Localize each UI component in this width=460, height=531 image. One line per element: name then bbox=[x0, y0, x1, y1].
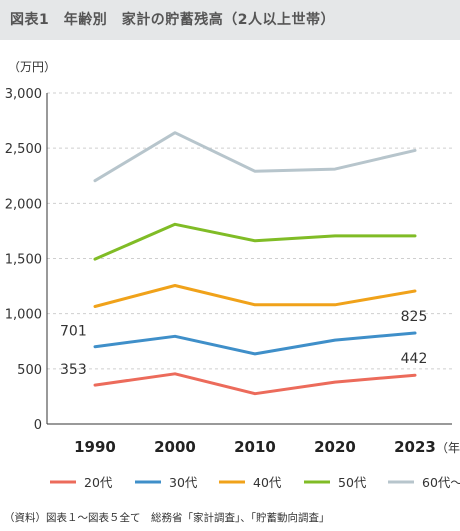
x-tick-label: 2020 bbox=[314, 438, 356, 456]
x-tick-label: 1990 bbox=[74, 438, 116, 456]
x-unit-label: （年） bbox=[436, 441, 460, 455]
series-line bbox=[93, 284, 417, 308]
y-unit-label: （万円） bbox=[8, 60, 57, 74]
chart-title: 図表1 年齢別 家計の貯蓄残高（2人以上世帯） bbox=[10, 12, 335, 28]
y-tick-label: 2,500 bbox=[5, 142, 42, 157]
x-tick-label: 2000 bbox=[154, 438, 196, 456]
y-tick-label: 1,000 bbox=[5, 308, 42, 323]
line-chart: 0 500 1,000 1,500 2,000 2,500 3,000 1990 2000 201… bbox=[5, 87, 460, 490]
x-tick-label: 2023 bbox=[394, 438, 436, 456]
legend-label: 30代 bbox=[169, 475, 198, 490]
y-tick-label: 1,500 bbox=[5, 253, 42, 268]
legend-label: 20代 bbox=[84, 475, 113, 490]
data-label: 442 bbox=[401, 351, 428, 367]
x-tick-label: 2010 bbox=[234, 438, 276, 456]
series-line bbox=[93, 131, 417, 183]
legend-label: 60代～ bbox=[422, 475, 460, 490]
y-tick-label: 3,000 bbox=[5, 87, 42, 102]
source-note: （資料）図表１～図表５全て 総務省「家計調査」、「貯蓄動向調査」 bbox=[4, 512, 330, 524]
series-line bbox=[93, 372, 417, 396]
title-bar: 図表1 年齢別 家計の貯蓄残高（2人以上世帯） bbox=[0, 0, 460, 40]
y-tick-label: 2,000 bbox=[5, 197, 42, 212]
y-tick-label: 500 bbox=[17, 363, 42, 378]
series-line bbox=[93, 331, 417, 356]
legend-label: 50代 bbox=[338, 475, 367, 490]
data-label: 701 bbox=[60, 324, 87, 340]
legend-label: 40代 bbox=[253, 475, 282, 490]
series-line bbox=[93, 222, 417, 261]
data-label: 353 bbox=[60, 362, 87, 378]
y-tick-label: 0 bbox=[34, 418, 42, 433]
data-label: 825 bbox=[401, 309, 428, 325]
